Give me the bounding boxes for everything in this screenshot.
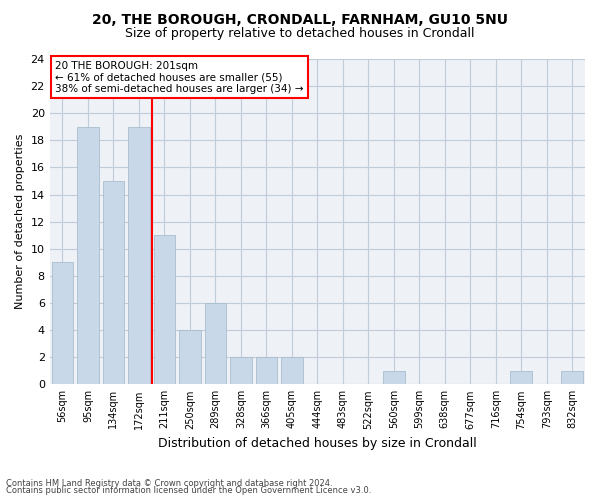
Bar [154,235,175,384]
Bar [128,127,150,384]
X-axis label: Distribution of detached houses by size in Crondall: Distribution of detached houses by size … [158,437,477,450]
Bar [77,127,99,384]
Bar [562,371,583,384]
Text: Size of property relative to detached houses in Crondall: Size of property relative to detached ho… [125,28,475,40]
Bar [256,357,277,384]
Text: Contains public sector information licensed under the Open Government Licence v3: Contains public sector information licen… [6,486,371,495]
Bar [230,357,251,384]
Bar [511,371,532,384]
Text: 20, THE BOROUGH, CRONDALL, FARNHAM, GU10 5NU: 20, THE BOROUGH, CRONDALL, FARNHAM, GU10… [92,12,508,26]
Text: 20 THE BOROUGH: 201sqm
← 61% of detached houses are smaller (55)
38% of semi-det: 20 THE BOROUGH: 201sqm ← 61% of detached… [55,60,304,94]
Bar [281,357,302,384]
Bar [103,181,124,384]
Y-axis label: Number of detached properties: Number of detached properties [15,134,25,310]
Bar [52,262,73,384]
Text: Contains HM Land Registry data © Crown copyright and database right 2024.: Contains HM Land Registry data © Crown c… [6,478,332,488]
Bar [205,303,226,384]
Bar [179,330,201,384]
Bar [383,371,404,384]
